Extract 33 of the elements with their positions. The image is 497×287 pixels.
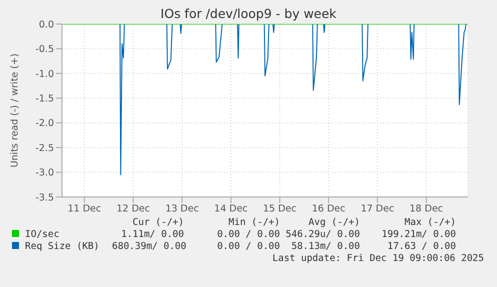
y-axis-title: Units read (-) / write (+) <box>9 53 20 168</box>
x-tick-label: 12 Dec <box>116 204 150 215</box>
y-tick-label: -3.5 <box>35 192 54 204</box>
text: Last update: Fri Dec 19 09:00:06 2025 <box>271 253 484 265</box>
text: 58.13m/ 0.00 <box>290 241 360 253</box>
y-tick-label: -1.0 <box>35 68 54 80</box>
x-tick-label: 18 Dec <box>410 204 444 215</box>
y-tick-label: 0.0 <box>38 19 54 30</box>
x-tick-label: 13 Dec <box>165 204 199 215</box>
x-tick-label: 16 Dec <box>312 204 346 215</box>
text: 1.11m/ 0.00 <box>120 229 184 241</box>
legend-label: Req Size (KB) <box>24 241 100 253</box>
y-tick-label: -2.5 <box>35 142 54 154</box>
text: 0.00 / 0.00 <box>216 229 280 241</box>
text: Avg (-/+) <box>308 217 360 229</box>
text: 680.39m/ 0.00 <box>112 241 186 253</box>
text: Min (-/+) <box>228 217 280 229</box>
text: 17.63 / 0.00 <box>386 241 456 253</box>
text: 199.21m/ 0.00 <box>380 229 456 241</box>
x-tick-label: 11 Dec <box>68 204 102 215</box>
x-tick-label: 14 Dec <box>214 204 248 215</box>
chart-title: IOs for /dev/loop9 - by week <box>160 5 338 21</box>
legend-label: IO/sec <box>24 229 60 241</box>
x-tick-label: 15 Dec <box>263 204 297 215</box>
text: 0.00 / 0.00 <box>217 241 280 252</box>
y-tick-label: -3.0 <box>35 168 54 179</box>
y-tick-label: -2.0 <box>35 118 54 130</box>
text: 546.29u/ 0.00 <box>284 229 360 241</box>
y-tick-label: -0.5 <box>35 44 54 56</box>
text: Max (-/+) <box>404 217 456 229</box>
y-tick-label: -1.5 <box>35 94 54 105</box>
x-tick-label: 17 Dec <box>360 204 394 215</box>
text: Cur (-/+) <box>132 217 184 229</box>
